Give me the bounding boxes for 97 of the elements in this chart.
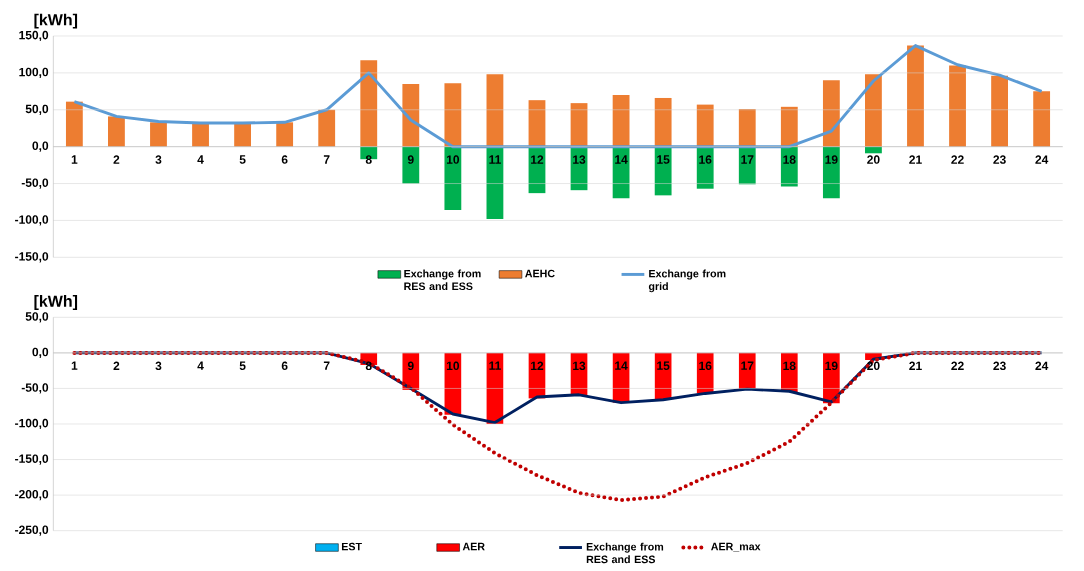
- bar: [780, 106, 798, 147]
- bar: [234, 123, 251, 147]
- x-tick-label: 17: [741, 155, 754, 164]
- x-tick-label: 23: [993, 155, 1006, 165]
- bar: [612, 95, 630, 147]
- x-tick-label: 7: [323, 155, 330, 164]
- x-tick-label: 22: [951, 361, 964, 371]
- bar: [570, 103, 588, 147]
- y-tick-label: -50,0: [21, 178, 49, 189]
- x-tick-label: 15: [657, 361, 670, 371]
- x-tick-label: 22: [951, 155, 964, 164]
- legend-label: Exchange from RES and ESS: [586, 542, 664, 564]
- x-tick-label: 3: [155, 361, 162, 371]
- bar: [486, 74, 504, 147]
- legend-label: EST: [341, 542, 362, 551]
- bar: [949, 65, 966, 147]
- y-tick-label: -150,0: [15, 454, 49, 465]
- y-axis-title: [kWh]: [34, 295, 78, 311]
- bar: [444, 146, 462, 211]
- x-tick-label: 23: [993, 361, 1006, 371]
- y-tick-label: 150,0: [19, 31, 49, 42]
- x-tick-label: 6: [281, 361, 288, 371]
- y-tick-label: -100,0: [15, 419, 49, 430]
- y-tick-label: 0,0: [32, 347, 49, 359]
- x-tick-label: 2: [113, 361, 120, 371]
- x-tick-label: 16: [699, 361, 712, 371]
- bar: [696, 104, 714, 147]
- bar: [865, 74, 882, 147]
- bar: [822, 80, 840, 147]
- bar: [528, 100, 546, 147]
- y-tick-label: 50,0: [25, 312, 49, 323]
- bar: [192, 123, 209, 147]
- x-tick-label: 15: [657, 155, 670, 164]
- x-tick-label: 18: [783, 155, 796, 165]
- x-tick-label: 12: [531, 155, 544, 164]
- x-tick-label: 12: [531, 361, 544, 371]
- legend-label: Exchange from grid: [648, 269, 726, 293]
- x-tick-label: 20: [867, 361, 880, 371]
- y-tick-label: -250,0: [15, 525, 49, 536]
- x-tick-label: 20: [867, 155, 880, 165]
- x-tick-label: 19: [825, 361, 838, 371]
- x-tick-label: 5: [239, 361, 246, 371]
- x-tick-label: 19: [825, 155, 838, 165]
- x-tick-label: 17: [741, 361, 754, 371]
- bar: [402, 146, 420, 184]
- bar: [150, 122, 167, 147]
- x-tick-label: 21: [909, 361, 922, 371]
- x-tick-label: 9: [407, 361, 414, 371]
- x-tick-label: 16: [699, 155, 712, 165]
- x-tick-label: 11: [489, 361, 501, 371]
- bar: [402, 84, 420, 147]
- y-tick-label: -50,0: [21, 383, 49, 394]
- x-tick-label: 5: [239, 155, 246, 164]
- bar: [738, 109, 756, 147]
- y-tick-label: 0,0: [32, 141, 49, 152]
- x-tick-label: 7: [323, 361, 330, 371]
- x-tick-label: 10: [446, 155, 460, 165]
- legend-label: Exchange from RES and ESS: [404, 269, 481, 291]
- y-axis-title: [kWh]: [34, 13, 78, 29]
- x-tick-label: 14: [615, 361, 628, 371]
- x-tick-label: 1: [71, 155, 78, 164]
- x-tick-label: 10: [446, 361, 460, 371]
- x-tick-label: 18: [783, 361, 796, 371]
- y-tick-label: -200,0: [15, 490, 49, 501]
- x-tick-label: 21: [909, 155, 922, 164]
- x-tick-label: 13: [573, 361, 586, 371]
- y-tick-label: -100,0: [15, 215, 49, 226]
- x-tick-label: 2: [113, 155, 120, 164]
- x-tick-label: 14: [615, 155, 628, 164]
- x-tick-label: 13: [573, 155, 586, 165]
- bar: [822, 146, 840, 199]
- y-tick-label: 50,0: [25, 104, 49, 116]
- legend-label: AEHC: [525, 269, 555, 278]
- x-tick-label: 3: [155, 155, 162, 165]
- y-tick-label: -150,0: [15, 252, 49, 263]
- legend-label: AER_max: [711, 543, 761, 552]
- bar: [654, 98, 672, 147]
- bar: [991, 76, 1008, 147]
- bar: [1033, 91, 1051, 147]
- x-tick-label: 11: [489, 155, 501, 164]
- bar: [865, 146, 882, 154]
- legend-label: AER: [462, 543, 485, 551]
- x-tick-label: 4: [197, 155, 204, 164]
- x-tick-label: 4: [197, 361, 204, 371]
- bar: [108, 116, 125, 147]
- bar: [360, 60, 378, 147]
- x-tick-label: 24: [1035, 155, 1049, 164]
- x-tick-label: 6: [281, 155, 288, 165]
- bar: [444, 83, 462, 147]
- y-tick-label: 100,0: [19, 67, 49, 79]
- x-tick-label: 9: [407, 155, 414, 165]
- bar: [276, 122, 294, 147]
- x-tick-label: 24: [1035, 361, 1049, 371]
- bar: [65, 101, 83, 147]
- x-tick-label: 1: [71, 361, 78, 371]
- bar: [318, 109, 336, 147]
- bar: [907, 45, 924, 147]
